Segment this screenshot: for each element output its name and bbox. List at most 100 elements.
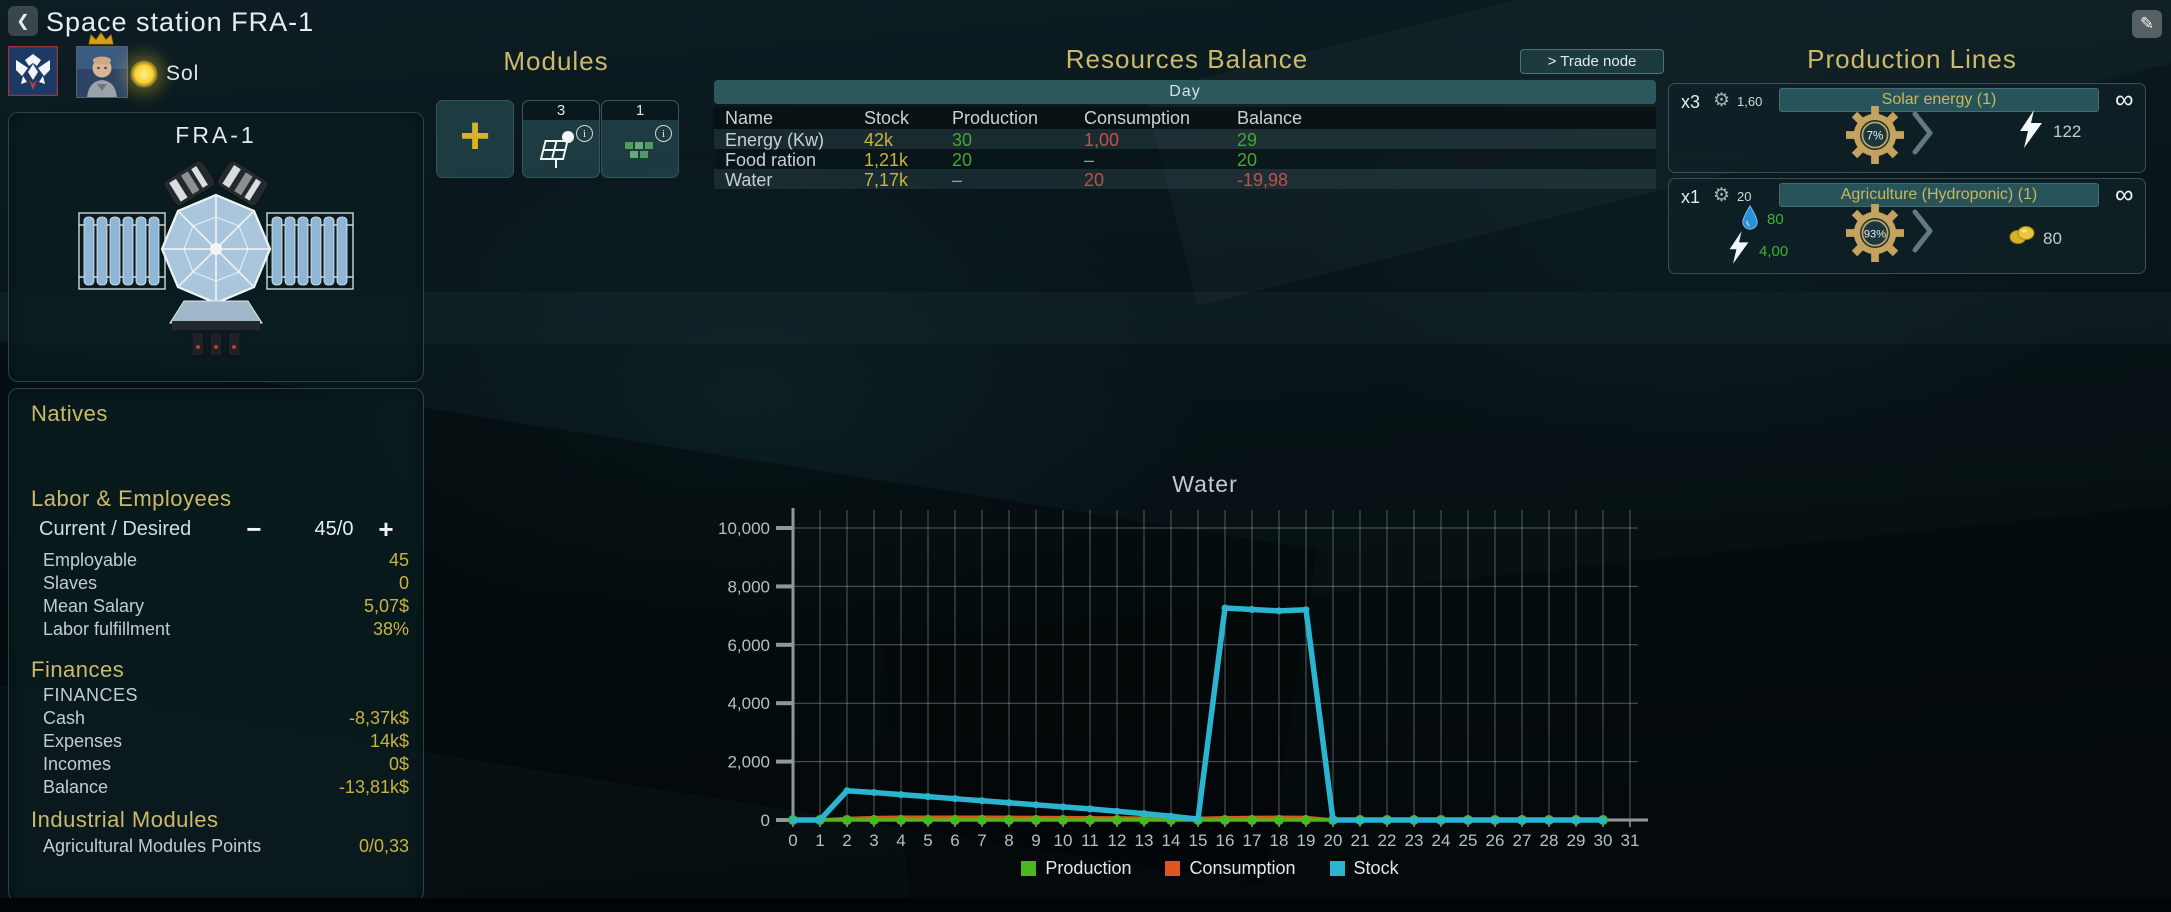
svg-text:3: 3 xyxy=(869,831,878,850)
infinity-toggle[interactable]: ∞ xyxy=(2115,84,2134,114)
col-production: Production xyxy=(952,108,1039,128)
labor-row: Mean Salary 5,07$ xyxy=(43,596,409,616)
legend-swatch xyxy=(1021,860,1037,876)
production-line-agriculture: x1 ⚙ 20 Agriculture (Hydroponic) (1) ∞ 8… xyxy=(1668,178,2146,274)
svg-text:0: 0 xyxy=(788,831,797,850)
crown-icon xyxy=(88,32,114,45)
svg-text:4,000: 4,000 xyxy=(727,694,770,713)
production-line-name[interactable]: Solar energy (1) xyxy=(1779,88,2099,112)
efficiency-gear-icon: 7% xyxy=(1846,106,1904,164)
labor-row: Labor fulfillment 38% xyxy=(43,619,409,639)
module-tile-solar[interactable]: 3 i xyxy=(522,100,600,178)
industrial-row: Agricultural Modules Points 0/0,33 xyxy=(43,836,409,856)
edit-button[interactable]: ✎ xyxy=(2132,10,2162,38)
cycle-rate-icon: ⚙ xyxy=(1713,185,1731,206)
back-chevron-icon: ❮ xyxy=(16,13,30,30)
line-multiplier: x3 xyxy=(1681,92,1701,112)
svg-text:8,000: 8,000 xyxy=(727,577,770,596)
governor-portrait-image xyxy=(77,47,127,97)
svg-text:7: 7 xyxy=(977,831,986,850)
system-name[interactable]: Sol xyxy=(166,62,200,85)
station-panel: FRA-1 xyxy=(8,112,424,382)
svg-text:9: 9 xyxy=(1031,831,1040,850)
current-desired-label: Current / Desired xyxy=(39,518,192,540)
svg-text:10,000: 10,000 xyxy=(718,519,770,538)
info-icon[interactable]: i xyxy=(655,125,672,142)
increase-workers-button[interactable]: + xyxy=(378,514,394,544)
food-icon xyxy=(2009,226,2035,244)
module-tile-agriculture[interactable]: 1 i xyxy=(601,100,679,178)
svg-text:5: 5 xyxy=(923,831,932,850)
svg-text:26: 26 xyxy=(1486,831,1505,850)
module-count-badge: 1 xyxy=(602,101,678,120)
svg-text:23: 23 xyxy=(1405,831,1424,850)
svg-text:15: 15 xyxy=(1189,831,1208,850)
svg-text:2: 2 xyxy=(842,831,851,850)
svg-text:27: 27 xyxy=(1513,831,1532,850)
chart-legend: Production Consumption Stock xyxy=(790,856,1630,880)
svg-text:30: 30 xyxy=(1594,831,1613,850)
cycle-rate-icon: ⚙ xyxy=(1713,90,1731,111)
labor-title: Labor & Employees xyxy=(31,486,232,511)
energy-bolt-icon xyxy=(2020,110,2042,148)
legend-swatch xyxy=(1329,860,1345,876)
decrease-workers-button[interactable]: − xyxy=(246,514,262,544)
svg-text:8: 8 xyxy=(1004,831,1013,850)
finance-row: Cash -8,37k$ xyxy=(43,708,409,728)
svg-text:11: 11 xyxy=(1081,831,1099,850)
svg-text:12: 12 xyxy=(1108,831,1127,850)
production-line-solar: x3 ⚙ 1,60 Solar energy (1) ∞ 7% 122 xyxy=(1668,83,2146,173)
faction-emblem-icon xyxy=(7,45,59,97)
finances-title: Finances xyxy=(31,657,125,682)
svg-text:19: 19 xyxy=(1297,831,1316,850)
governor-portrait[interactable] xyxy=(76,46,128,98)
resources-table-header: Name Stock Production Consumption Balanc… xyxy=(714,107,1656,129)
labor-row: Employable 45 xyxy=(43,550,409,570)
svg-text:13: 13 xyxy=(1135,831,1154,850)
page-title: Space station FRA-1 xyxy=(46,7,315,37)
output-value: 122 xyxy=(2053,122,2082,141)
svg-text:2,000: 2,000 xyxy=(727,753,770,772)
cycle-rate-value: 20 xyxy=(1737,189,1752,204)
col-stock: Stock xyxy=(864,108,910,128)
table-row-food: Food ration 1,21k 20 – 20 xyxy=(714,149,1656,170)
modules-title: Modules xyxy=(503,46,609,76)
period-tab-day[interactable]: Day xyxy=(714,80,1656,104)
input-value: 80 xyxy=(1767,211,1784,228)
svg-text:18: 18 xyxy=(1270,831,1289,850)
agriculture-field-icon xyxy=(625,142,653,158)
svg-text:25: 25 xyxy=(1459,831,1478,850)
svg-text:Water: Water xyxy=(1172,471,1238,497)
efficiency-value: 7% xyxy=(1867,129,1884,142)
col-balance: Balance xyxy=(1237,108,1303,128)
industrial-modules-title: Industrial Modules xyxy=(31,807,219,832)
finance-row: Balance -13,81k$ xyxy=(43,777,409,797)
finances-caption: FINANCES xyxy=(43,685,139,705)
trade-node-button[interactable]: > Trade node xyxy=(1520,49,1664,74)
add-module-button[interactable]: + xyxy=(436,100,514,178)
col-consumption: Consumption xyxy=(1084,108,1191,128)
finance-row: Incomes 0$ xyxy=(43,754,409,774)
svg-text:31: 31 xyxy=(1621,831,1640,850)
svg-text:0: 0 xyxy=(761,811,770,830)
line-multiplier: x1 xyxy=(1681,187,1701,207)
info-icon[interactable]: i xyxy=(576,125,593,142)
resources-balance-title: Resources Balance xyxy=(1065,44,1309,74)
table-row-energy: Energy (Kw) 42k 30 1,00 29 xyxy=(714,129,1656,150)
svg-text:10: 10 xyxy=(1054,831,1073,850)
production-lines-title: Production Lines xyxy=(1807,44,2017,74)
svg-text:14: 14 xyxy=(1162,831,1181,850)
svg-text:28: 28 xyxy=(1540,831,1559,850)
svg-text:21: 21 xyxy=(1351,831,1370,850)
faction-emblem[interactable] xyxy=(7,45,59,97)
back-button[interactable]: ❮ xyxy=(8,6,38,36)
water-drop-icon xyxy=(1742,205,1758,230)
infinity-toggle[interactable]: ∞ xyxy=(2115,179,2134,209)
energy-bolt-icon xyxy=(1729,231,1749,264)
production-line-name[interactable]: Agriculture (Hydroponic) (1) xyxy=(1779,183,2099,207)
station-image xyxy=(78,160,354,357)
cycle-rate-value: 1,60 xyxy=(1737,94,1763,109)
input-value: 4,00 xyxy=(1759,243,1789,260)
sun-icon[interactable] xyxy=(130,60,158,88)
